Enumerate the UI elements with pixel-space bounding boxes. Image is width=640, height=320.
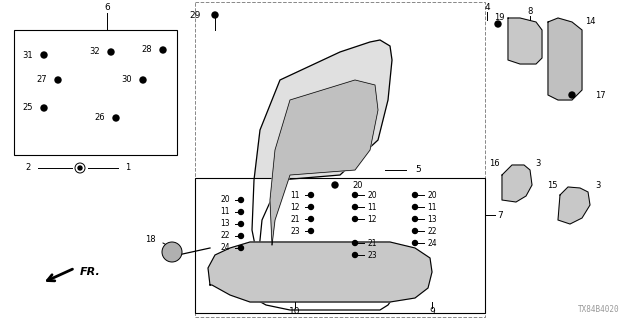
Text: 14: 14 [585, 18, 595, 27]
Text: 24: 24 [427, 238, 436, 247]
Circle shape [413, 228, 417, 234]
Text: 11: 11 [367, 203, 376, 212]
Circle shape [413, 204, 417, 210]
Circle shape [353, 252, 358, 258]
Circle shape [569, 92, 575, 98]
Text: 13: 13 [427, 214, 436, 223]
Circle shape [113, 115, 119, 121]
Text: 32: 32 [90, 47, 100, 57]
Text: 16: 16 [489, 158, 499, 167]
Text: 7: 7 [497, 211, 503, 220]
Text: 21: 21 [367, 238, 376, 247]
Circle shape [239, 210, 243, 214]
Polygon shape [508, 18, 542, 64]
Circle shape [75, 163, 85, 173]
Circle shape [353, 241, 358, 245]
Text: 3: 3 [535, 158, 541, 167]
Text: 22: 22 [427, 227, 436, 236]
Circle shape [413, 193, 417, 197]
Circle shape [308, 204, 314, 210]
Text: 6: 6 [104, 4, 110, 12]
Circle shape [239, 197, 243, 203]
Text: 27: 27 [36, 76, 47, 84]
Text: 3: 3 [595, 180, 601, 189]
Circle shape [41, 105, 47, 111]
Circle shape [160, 47, 166, 53]
Circle shape [55, 77, 61, 83]
Text: 24: 24 [220, 244, 230, 252]
Text: 28: 28 [141, 45, 152, 54]
Circle shape [78, 166, 82, 170]
Text: 9: 9 [429, 308, 435, 316]
Text: 10: 10 [289, 308, 301, 316]
Text: 23: 23 [367, 251, 376, 260]
Polygon shape [502, 165, 532, 202]
Text: 15: 15 [547, 180, 557, 189]
Circle shape [41, 52, 47, 58]
Circle shape [413, 241, 417, 245]
Text: 20: 20 [427, 190, 436, 199]
Circle shape [239, 234, 243, 238]
Circle shape [495, 21, 501, 27]
Text: FR.: FR. [80, 267, 100, 277]
Polygon shape [245, 260, 396, 310]
Text: 12: 12 [291, 203, 300, 212]
Text: 25: 25 [23, 103, 33, 113]
Text: 30: 30 [122, 76, 132, 84]
Text: 2: 2 [26, 164, 31, 172]
Circle shape [353, 204, 358, 210]
Circle shape [308, 217, 314, 221]
Text: 20: 20 [220, 196, 230, 204]
Text: 26: 26 [95, 114, 106, 123]
Text: 18: 18 [145, 236, 156, 244]
Bar [195, 178, 485, 313]
Text: 23: 23 [291, 227, 300, 236]
Text: 11: 11 [427, 203, 436, 212]
Bar [14, 30, 177, 155]
Text: 13: 13 [220, 220, 230, 228]
Circle shape [162, 242, 182, 262]
Text: 8: 8 [527, 7, 532, 17]
Polygon shape [270, 80, 378, 245]
Circle shape [353, 193, 358, 197]
Polygon shape [558, 187, 590, 224]
Circle shape [353, 217, 358, 221]
Text: 21: 21 [291, 214, 300, 223]
Text: 12: 12 [367, 214, 376, 223]
Circle shape [140, 77, 146, 83]
Circle shape [239, 221, 243, 227]
Circle shape [239, 245, 243, 251]
Circle shape [413, 217, 417, 221]
Text: 20: 20 [352, 180, 362, 189]
Text: TX84B4020: TX84B4020 [579, 305, 620, 314]
Circle shape [332, 182, 338, 188]
Circle shape [308, 193, 314, 197]
Polygon shape [548, 18, 582, 100]
Text: 4: 4 [484, 4, 490, 12]
Text: 29: 29 [189, 11, 201, 20]
Bar [195, 2, 485, 317]
Polygon shape [208, 242, 432, 302]
Text: 17: 17 [595, 91, 605, 100]
Text: 19: 19 [493, 13, 504, 22]
Text: 20: 20 [367, 190, 376, 199]
Text: 22: 22 [221, 231, 230, 241]
Circle shape [212, 12, 218, 18]
Text: 1: 1 [125, 164, 131, 172]
Circle shape [108, 49, 114, 55]
Text: 5: 5 [415, 165, 421, 174]
Polygon shape [252, 40, 392, 260]
Text: 11: 11 [291, 190, 300, 199]
Circle shape [308, 228, 314, 234]
Text: 11: 11 [221, 207, 230, 217]
Text: 31: 31 [22, 51, 33, 60]
